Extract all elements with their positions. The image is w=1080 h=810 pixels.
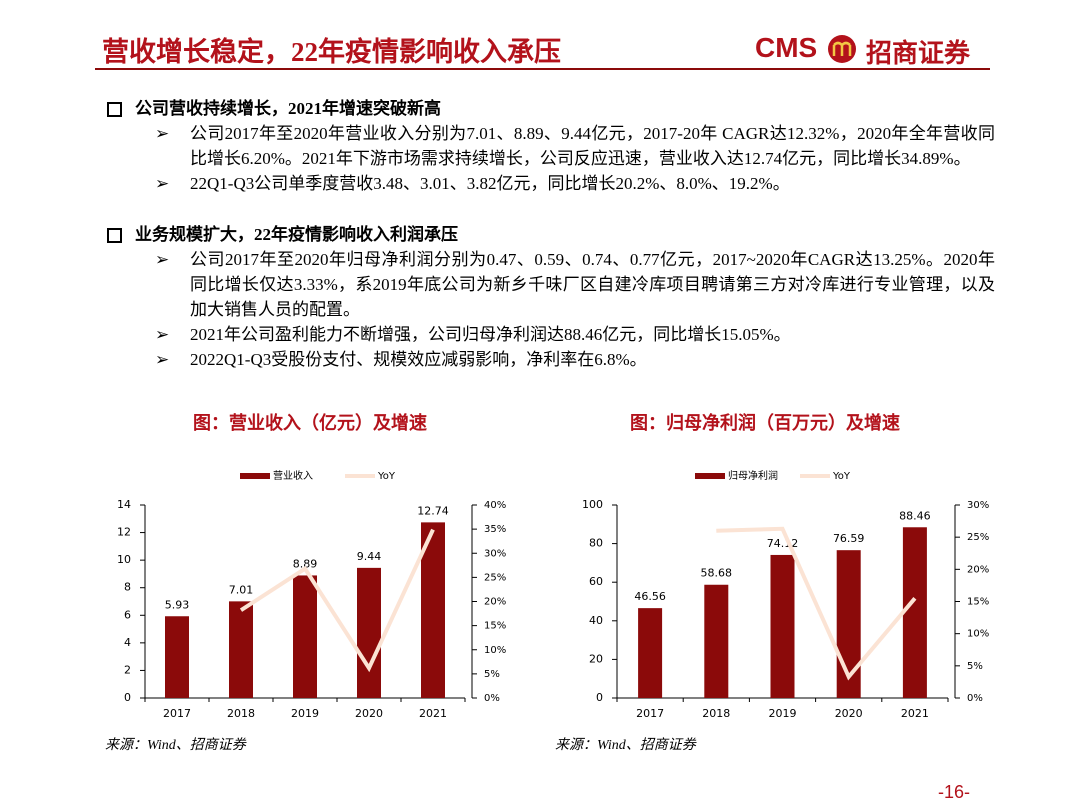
section: 公司营收持续增长，2021年增速突破新高 公司2017年至2020年营业收入分别… [105,96,995,196]
y2-tick-label: 15% [967,597,989,608]
y-tick-label: 2 [124,663,131,676]
source: 来源：Wind、招商证券 [555,737,697,753]
x-tick-label: 2018 [227,707,255,720]
y-tick-label: 12 [117,526,131,539]
data-label: 9.44 [357,550,382,563]
chart-title: 图：营业收入（亿元）及增速 [193,412,427,433]
section: 业务规模扩大，22年疫情影响收入利润承压 公司2017年至2020年归母净利润分… [105,222,995,372]
x-tick-label: 2021 [419,707,447,720]
data-label: 74.12 [767,537,799,550]
page-number: -16- [937,782,970,802]
slide-title: 营收增长稳定，22年疫情影响收入承压 [102,37,561,67]
y2-tick-label: 0% [484,693,500,704]
data-label: 58.68 [701,567,733,580]
legend-swatch [695,473,725,479]
logo-text: CMS [755,32,818,63]
y-tick-label: 40 [589,614,603,627]
bar [357,567,381,698]
y-tick-label: 0 [596,691,603,704]
bullet: 2021年公司盈利能力不断增强，公司归母净利润达88.46亿元，同比增长15.0… [105,322,995,347]
data-label: 46.56 [634,590,666,603]
x-tick-label: 2021 [901,707,929,720]
y2-tick-label: 30% [484,548,506,559]
y-tick-label: 80 [589,537,603,550]
bullet: 22Q1-Q3公司单季度营收3.48、3.01、3.82亿元，同比增长20.2%… [105,171,995,196]
data-label: 76.59 [833,532,865,545]
x-tick-label: 2020 [835,707,863,720]
x-tick-label: 2017 [636,707,664,720]
y-tick-label: 14 [117,498,131,511]
yoy-line [239,528,435,673]
data-label: 8.89 [293,557,318,570]
x-tick-label: 2017 [163,707,191,720]
bar [704,584,729,698]
legend-label: 营业收入 [273,469,313,482]
bar [902,527,927,698]
y2-tick-label: 20% [967,564,989,575]
source: 来源：Wind、招商证券 [105,737,247,753]
y2-tick-label: 5% [967,661,983,672]
y2-tick-label: 10% [967,629,989,640]
legend-label: 归母净利润 [728,469,778,482]
x-tick-label: 2019 [291,707,319,720]
y2-tick-label: 30% [967,500,989,511]
bar [229,601,253,698]
section-heading: 公司营收持续增长，2021年增速突破新高 [105,96,995,121]
y2-tick-label: 40% [484,500,506,511]
data-label: 88.46 [899,509,931,522]
y-tick-label: 20 [589,652,603,665]
bar [770,554,795,698]
y-tick-label: 100 [582,498,603,511]
legend-label: YoY [832,471,851,482]
x-tick-label: 2019 [769,707,797,720]
bullet: 公司2017年至2020年归母净利润分别为0.47、0.59、0.74、0.77… [105,247,995,322]
y-tick-label: 6 [124,608,131,621]
y2-tick-label: 35% [484,524,506,535]
bullet: 2022Q1-Q3受股份支付、规模效应减弱影响，净利率在6.8%。 [105,347,995,372]
y-tick-label: 60 [589,575,603,588]
y-tick-label: 8 [124,581,131,594]
y-tick-label: 0 [124,691,131,704]
y2-tick-label: 20% [484,597,506,608]
legend-label: YoY [377,471,396,482]
bar [165,616,189,698]
y2-tick-label: 15% [484,621,506,632]
data-label: 12.74 [417,504,449,517]
y2-tick-label: 25% [967,532,989,543]
x-tick-label: 2020 [355,707,383,720]
data-label: 7.01 [229,583,254,596]
bar [293,575,317,698]
y2-tick-label: 5% [484,669,500,680]
legend-swatch [240,473,270,479]
section-heading: 业务规模扩大，22年疫情影响收入利润承压 [105,222,995,247]
y-tick-label: 4 [124,636,131,649]
bar [638,608,663,698]
y2-tick-label: 0% [967,693,983,704]
chart-title: 图：归母净利润（百万元）及增速 [630,412,900,433]
y-tick-label: 10 [117,553,131,566]
y2-tick-label: 10% [484,645,506,656]
data-label: 5.93 [165,598,190,611]
yoy-line [716,526,917,681]
logo-glyph [832,41,852,56]
x-tick-label: 2018 [702,707,730,720]
bullet: 公司2017年至2020年营业收入分别为7.01、8.89、9.44亿元，201… [105,121,995,171]
y2-tick-label: 25% [484,572,506,583]
logo-cn: 招商证券 [866,39,971,68]
